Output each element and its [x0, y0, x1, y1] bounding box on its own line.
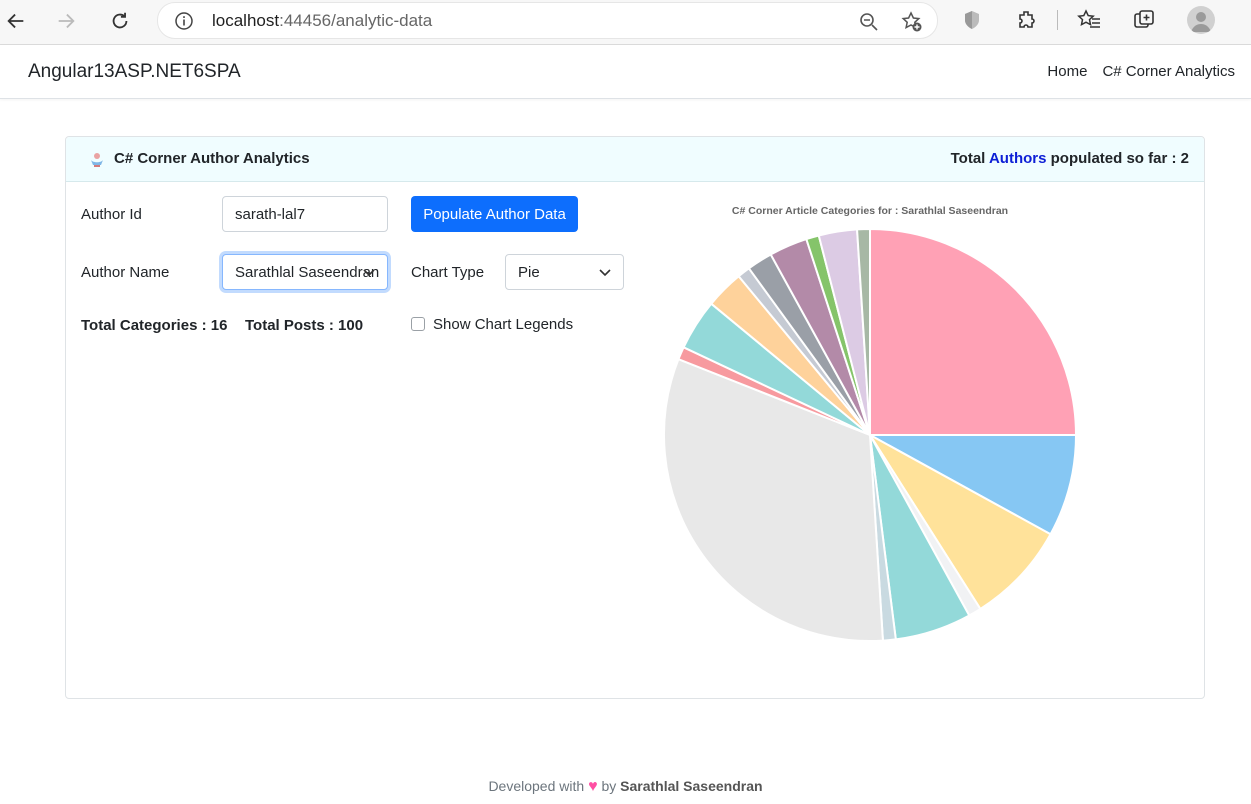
total-categories-text: Total Categories : 16 — [81, 317, 228, 334]
pie-slice-2[interactable] — [869, 434, 1078, 536]
forward-arrow-icon — [58, 13, 75, 29]
extensions-icon[interactable] — [1015, 8, 1039, 32]
reload-button[interactable] — [104, 6, 136, 36]
collections-icon[interactable] — [1132, 8, 1156, 32]
chart-type-selected-value: Pie — [518, 263, 540, 281]
pie-slice-1[interactable] — [869, 227, 1078, 436]
favorites-icon[interactable] — [1077, 8, 1101, 32]
pie-slice-16[interactable] — [856, 227, 871, 436]
back-arrow-icon — [7, 13, 24, 29]
chart-type-label: Chart Type — [411, 264, 485, 281]
reload-icon — [112, 12, 128, 29]
author-name-selected-value: Sarathlal Saseendran — [235, 263, 380, 281]
author-name-select[interactable]: Sarathlal Saseendran — [222, 254, 388, 290]
author-id-label: Author Id — [81, 206, 142, 223]
nav-link-analytics[interactable]: C# Corner Analytics — [1102, 63, 1235, 80]
forward-button[interactable] — [50, 6, 82, 36]
card-title: C# Corner Author Analytics — [114, 150, 310, 167]
populate-author-data-button[interactable]: Populate Author Data — [411, 196, 578, 232]
footer: Developed with ♥ by Sarathlal Saseendran — [0, 778, 1251, 796]
chart-title: C# Corner Article Categories for : Sarat… — [731, 205, 1009, 217]
show-legends-checkbox[interactable] — [411, 317, 425, 331]
chart-type-select[interactable]: Pie — [505, 254, 624, 290]
profile-avatar[interactable] — [1187, 6, 1215, 34]
author-name-label: Author Name — [81, 264, 170, 281]
footer-by: by — [601, 778, 617, 794]
zoom-icon[interactable] — [858, 11, 880, 33]
total-posts-text: Total Posts : 100 — [245, 317, 364, 334]
browser-toolbar: localhost:44456/analytic-data — [0, 0, 1251, 45]
navbar-brand[interactable]: Angular13ASP.NET6SPA — [28, 61, 241, 82]
app-navbar: Angular13ASP.NET6SPA Home C# Corner Anal… — [0, 45, 1251, 99]
add-favorite-icon[interactable] — [901, 11, 923, 33]
chevron-down-icon — [599, 269, 611, 277]
heart-icon: ♥ — [588, 778, 598, 795]
navbar-links: Home C# Corner Analytics — [1047, 63, 1235, 80]
chevron-down-icon — [363, 269, 375, 277]
author-id-input[interactable]: sarath-lal7 — [222, 196, 388, 232]
avatar-icon — [1191, 12, 1211, 32]
url-text: localhost:44456/analytic-data — [212, 11, 433, 30]
footer-author: Sarathlal Saseendran — [620, 778, 763, 794]
pie-slice-7[interactable] — [663, 357, 884, 642]
address-bar[interactable]: localhost:44456/analytic-data — [157, 2, 938, 39]
footer-prefix: Developed with — [488, 778, 585, 794]
back-button[interactable] — [0, 6, 32, 36]
toolbar-separator — [1057, 10, 1058, 30]
pie-chart — [663, 227, 1078, 642]
total-authors-text: Total Authors populated so far : 2 — [950, 150, 1189, 167]
csharp-corner-logo-icon — [91, 153, 103, 167]
pie-slice-3[interactable] — [869, 434, 1052, 611]
info-icon[interactable] — [174, 11, 194, 31]
card-header: C# Corner Author Analytics Total Authors… — [66, 137, 1204, 182]
show-legends-label[interactable]: Show Chart Legends — [433, 316, 574, 333]
nav-link-home[interactable]: Home — [1047, 63, 1088, 80]
shield-icon[interactable] — [960, 8, 984, 32]
